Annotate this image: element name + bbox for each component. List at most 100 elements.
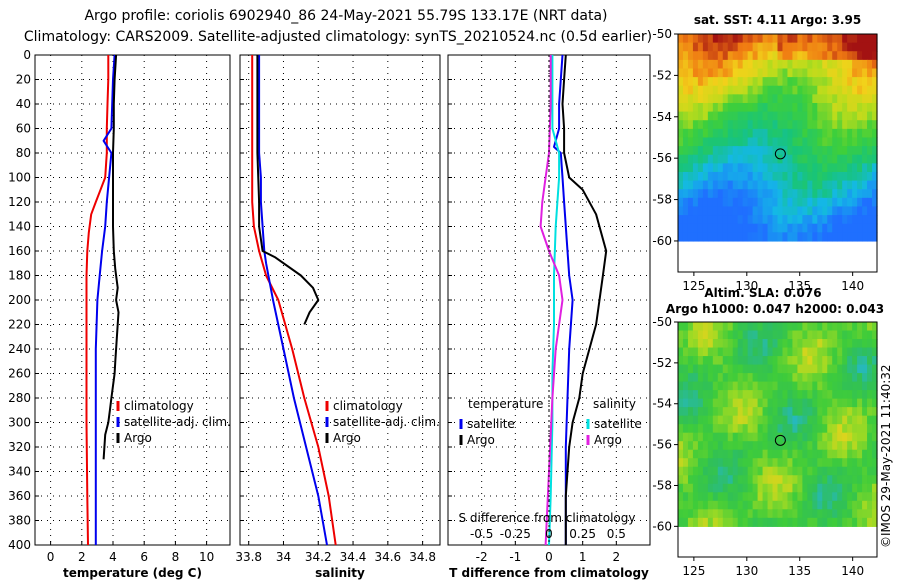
map-cell [737,189,744,199]
map-cell [822,407,828,417]
map-cell [722,483,729,493]
map-cell [737,390,744,400]
map-cell [807,215,813,225]
map-cell [727,68,734,78]
map-cell [822,223,828,233]
map-cell [802,449,808,459]
map-cell [747,466,754,476]
map-cell [807,415,813,425]
map-cell [837,171,843,182]
map-cell [678,390,684,400]
map-cell [678,77,684,87]
map-cell [802,171,808,182]
map-cell [732,111,739,121]
map-cell [852,339,858,349]
map-cell [777,475,784,485]
map-cell [767,146,774,156]
map-cell [727,492,734,502]
map-cell [857,223,863,233]
map-cell [678,85,684,95]
map-cell [687,339,694,349]
map-cell [712,197,719,208]
map-cell [757,223,764,233]
map-cell [842,475,848,485]
map-cell [802,330,808,340]
map-cell [678,398,684,408]
map-cell [852,356,858,366]
y-tick-label: 340 [8,465,31,479]
map-cell [847,330,853,340]
map-cell [692,146,699,156]
map-cell [802,34,808,44]
map-cell [757,339,764,349]
map-cell [732,322,739,332]
map-cell [837,509,843,519]
map-cell [697,466,704,476]
map-cell [792,111,798,121]
map-cell [772,146,779,156]
map-cell [722,223,729,233]
map-cell [787,364,794,374]
map-cell [867,154,873,164]
map-cell [857,449,863,459]
map-cell [797,509,803,519]
map-cell [807,398,813,408]
map-cell [732,364,739,374]
map-cell [707,59,714,70]
map-cell [782,381,789,391]
map-cell [692,517,699,527]
map-cell [747,223,754,233]
map-cell [787,398,794,408]
map-cell [797,68,803,78]
map-cell [722,398,729,408]
map-cell [872,330,878,340]
map-cell [777,120,784,130]
map-cell [797,364,803,374]
map-cell [792,492,798,502]
map-cell [767,475,774,485]
map-cell [812,85,818,95]
map-cell [752,373,759,383]
map-cell [777,458,784,468]
map-cell [837,137,843,147]
map-cell [682,356,689,366]
map-cell [802,77,808,87]
map-cell [727,517,734,527]
map-cell [852,85,858,95]
map-cell [842,102,848,113]
map-cell [702,432,709,442]
map-cell [867,42,873,52]
map-cell [727,180,734,190]
map-cell [842,51,848,61]
map-cell [707,180,714,190]
map-cell [797,146,803,156]
x-tick-label: 34.4 [340,550,367,564]
map-cell [812,68,818,78]
map-cell [842,223,848,233]
map-cell [857,390,863,400]
map-cell [757,51,764,61]
series-line-salinity-satellite [548,55,561,546]
map-cell [792,171,798,182]
map-cell [822,424,828,434]
map-cell [872,128,878,139]
map-cell [772,197,779,208]
map-cell [822,197,828,208]
map-cell [712,364,719,374]
map-cell [847,390,853,400]
map-cell [832,364,838,374]
map-cell [732,449,739,459]
map-cell [697,424,704,434]
map-cell [737,171,744,182]
map-cell [697,415,704,425]
map-cell [702,466,709,476]
map-cell [767,424,774,434]
map-cell [822,492,828,502]
map-cell [752,215,759,225]
map-cell [777,197,784,208]
map-cell [847,407,853,417]
map-cell [822,215,828,225]
map-cell [702,458,709,468]
map-cell [797,171,803,182]
